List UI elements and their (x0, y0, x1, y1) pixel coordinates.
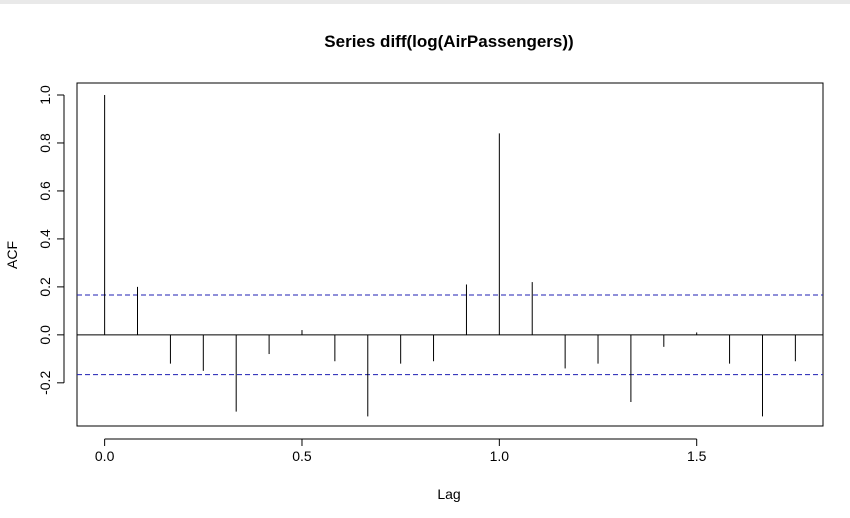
y-tick-label: 0.8 (37, 133, 53, 153)
y-axis-label: ACF (4, 241, 20, 269)
x-axis-label: Lag (437, 486, 460, 502)
window-top-strip (0, 0, 850, 4)
plot-frame (76, 82, 824, 427)
x-tick-label: 1.5 (687, 448, 707, 464)
x-tick-label: 0.5 (292, 448, 312, 464)
y-tick-label: 0.2 (37, 277, 53, 297)
chart-title: Series diff(log(AirPassengers)) (324, 32, 573, 51)
plot-layer: 0.0 0.5 1.0 1.5 -0.2 0.0 0.2 0.4 0.6 0.8 1.0 (37, 82, 824, 464)
y-tick-label: 0.0 (37, 325, 53, 345)
y-tick-label: 0.4 (37, 229, 53, 249)
y-tick-label: -0.2 (37, 371, 53, 395)
y-tick-label: 1.0 (37, 85, 53, 105)
x-tick-label: 1.0 (490, 448, 510, 464)
x-tick-label: 0.0 (95, 448, 115, 464)
y-tick-label: 0.6 (37, 181, 53, 201)
